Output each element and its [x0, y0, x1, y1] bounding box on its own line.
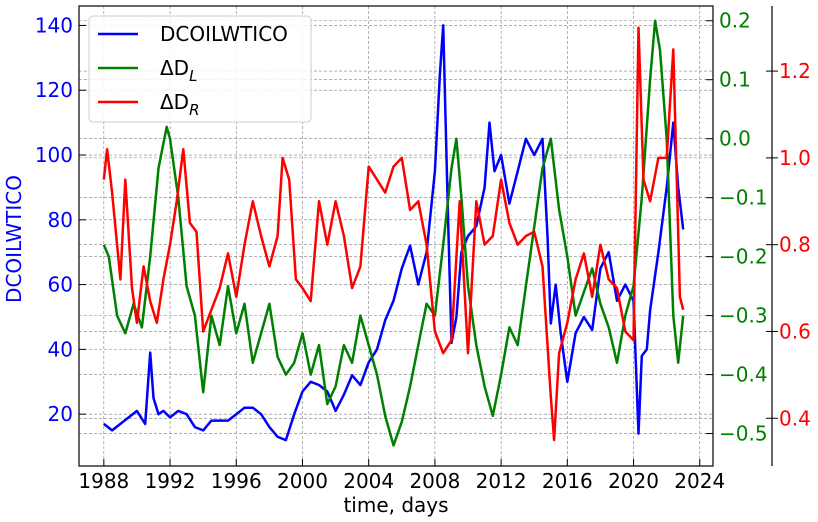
x-tick-label: 2000 [277, 469, 328, 493]
left-tick-label: 60 [48, 273, 73, 297]
right1-tick-label: −0.3 [719, 304, 768, 328]
legend-label: DCOILWTICO [160, 22, 288, 46]
x-tick-label: 2020 [608, 469, 659, 493]
series-line-1 [102, 19, 685, 447]
right2-tick-label: 0.8 [779, 233, 811, 257]
right-axis-delta-dl: −0.5 −0.4 −0.3 −0.2 −0.1 0.0 0.1 0.2 [706, 9, 768, 446]
x-tick-label: 2016 [542, 469, 593, 493]
right-axis-delta-dr: 0.4 0.6 0.8 1.0 1.2 [766, 6, 811, 466]
left-tick-label: 40 [48, 337, 73, 361]
left-tick-label: 100 [35, 143, 73, 167]
x-tick-label: 2004 [343, 469, 394, 493]
right2-tick-label: 1.2 [779, 59, 811, 83]
x-tick-label: 1996 [211, 469, 262, 493]
x-tick-label: 1988 [78, 469, 129, 493]
x-axis-title: time, days [343, 493, 448, 517]
series-layer [102, 19, 685, 447]
right1-tick-label: 0.1 [719, 68, 751, 92]
right2-tick-label: 0.4 [779, 406, 811, 430]
right2-tick-label: 0.6 [779, 319, 811, 343]
series-line-2 [102, 26, 685, 442]
series-line-0 [103, 24, 685, 442]
right1-tick-label: −0.2 [719, 245, 768, 269]
right2-tick-label: 1.0 [779, 146, 811, 170]
legend-box [88, 15, 312, 123]
left-tick-label: 80 [48, 208, 73, 232]
x-tick-label: 1992 [145, 469, 196, 493]
y-axis-title: DCOILWTICO [2, 175, 26, 303]
right1-tick-label: −0.1 [719, 186, 768, 210]
right1-tick-label: 0.0 [719, 127, 751, 151]
left-tick-label: 20 [48, 402, 73, 426]
left-tick-label: 120 [35, 78, 73, 102]
x-tick-label: 2008 [409, 469, 460, 493]
x-tick-label: 2012 [476, 469, 527, 493]
right1-tick-label: −0.5 [719, 422, 768, 446]
left-tick-label: 140 [35, 13, 73, 37]
right1-tick-label: 0.2 [719, 9, 751, 33]
left-axis: 20 40 60 80 100 120 140 [35, 13, 86, 426]
plot-frame [78, 5, 714, 467]
x-axis: 1988 1992 1996 2000 2004 2008 2012 2016 2020 2024 [78, 459, 725, 493]
x-tick-label: 2024 [674, 469, 725, 493]
right1-tick-label: −0.4 [719, 363, 768, 387]
